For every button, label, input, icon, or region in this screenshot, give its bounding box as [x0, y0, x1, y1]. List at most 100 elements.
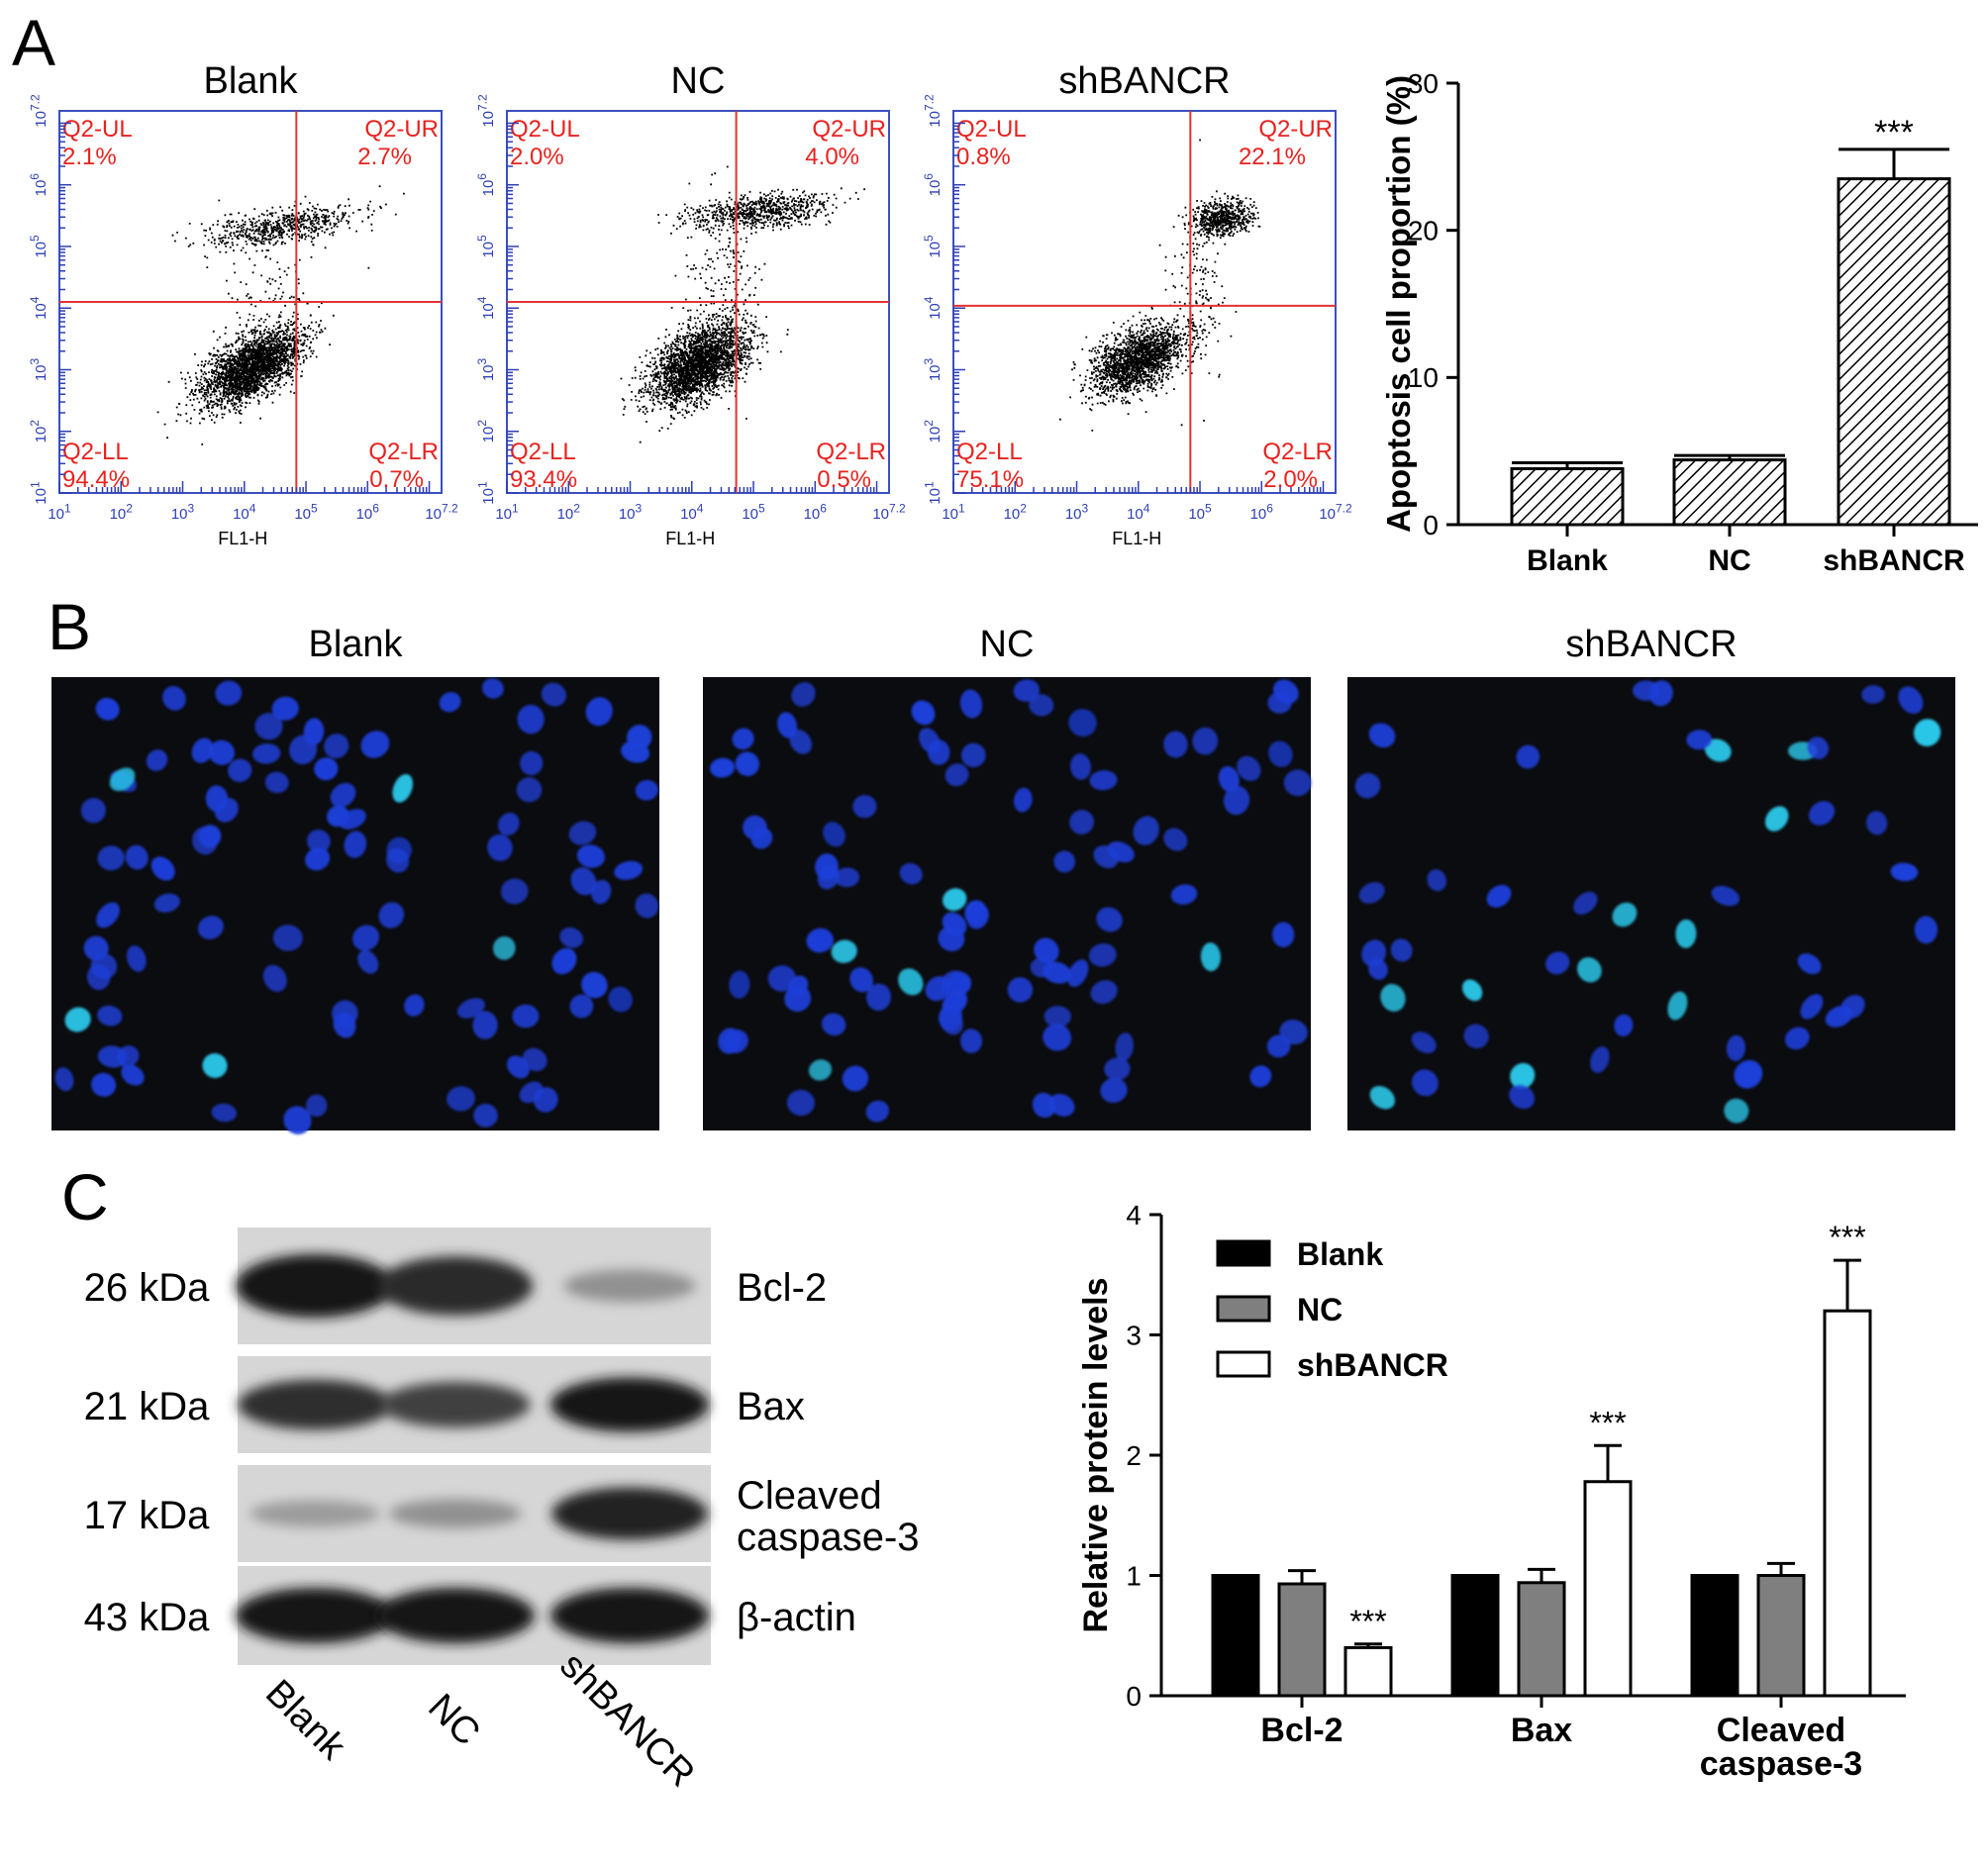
- y-tick-label: 107.2: [475, 94, 497, 128]
- x-tick-label: 105: [294, 501, 318, 523]
- blot-band: [238, 1379, 392, 1430]
- nucleus: [339, 809, 366, 830]
- nucleus: [1667, 991, 1688, 1021]
- nucleus: [944, 763, 969, 787]
- nucleus: [1104, 1057, 1131, 1081]
- blot-row-3: 43 kDa β-actin: [84, 1566, 856, 1665]
- legend-swatch: [1216, 1350, 1271, 1378]
- nucleus: [1800, 994, 1824, 1020]
- x-category-label: NC: [1708, 544, 1750, 577]
- nucleus: [789, 730, 813, 754]
- nucleus: [96, 902, 120, 929]
- blot-row-1: 21 kDa Bax: [84, 1356, 805, 1453]
- bar-Blank-2: [1690, 1574, 1740, 1698]
- y-tick-label: 101: [922, 481, 944, 505]
- blot-band: [550, 1588, 709, 1643]
- nucleus: [808, 1059, 833, 1081]
- quadrant-value-ul: 2.1%: [62, 144, 117, 170]
- y-tick-label: 106: [28, 173, 50, 197]
- y-tick-label: 105: [922, 235, 944, 258]
- nucleus: [1223, 785, 1250, 816]
- micrograph-1: [703, 677, 1312, 1130]
- nucleus: [614, 860, 644, 880]
- micrograph-0: [51, 677, 659, 1134]
- nucleus: [621, 740, 650, 763]
- nucleus: [1390, 938, 1413, 962]
- nucleus: [710, 757, 735, 778]
- nuclei: [710, 679, 1312, 1123]
- nucleus: [1272, 679, 1299, 704]
- nucleus: [1411, 1031, 1437, 1053]
- x-tick-label: 102: [110, 501, 134, 523]
- y-tick-label: 0: [1423, 510, 1439, 540]
- nucleus: [784, 985, 812, 1012]
- quadrant-label-lr: Q2-LR: [816, 439, 886, 465]
- nucleus: [1070, 753, 1091, 780]
- nucleus: [1100, 1077, 1128, 1103]
- nucleus: [1486, 884, 1512, 908]
- flow-event-cloud: [620, 165, 865, 443]
- nuclei: [1354, 680, 1941, 1124]
- y-tick-label: 107.2: [922, 94, 944, 128]
- nucleus: [497, 812, 520, 836]
- nucleus: [97, 1005, 123, 1027]
- y-axis-label: Apoptosis cell proportion (%): [1380, 75, 1417, 533]
- nucleus: [581, 971, 608, 999]
- blot-band: [249, 1500, 380, 1527]
- nucleus: [568, 821, 597, 845]
- nucleus: [1093, 845, 1119, 869]
- blot-band: [551, 1487, 708, 1540]
- nucleus: [1509, 1084, 1536, 1110]
- quadrant-label-ll: Q2-LL: [62, 439, 129, 465]
- x-tick-label: 106: [804, 501, 828, 523]
- protein-label: Bcl-2: [737, 1266, 827, 1310]
- lane-label: Blank: [257, 1672, 354, 1769]
- nucleus: [97, 845, 125, 871]
- nucleus: [333, 1012, 356, 1038]
- bar-NC-0: [1277, 1582, 1327, 1698]
- flow-plot-title: NC: [671, 60, 726, 102]
- y-tick-label: 1: [1126, 1560, 1142, 1591]
- y-tick-label: 104: [28, 296, 50, 320]
- flow-x-axis-label: FL1-H: [1112, 529, 1161, 548]
- nucleus: [1218, 766, 1240, 793]
- nucleus: [208, 739, 235, 765]
- nucleus: [791, 682, 816, 707]
- lane-label: NC: [420, 1686, 488, 1754]
- x-category-label: Bcl-2: [1260, 1712, 1342, 1749]
- nucleus: [54, 1067, 74, 1092]
- bar-NC-2: [1756, 1574, 1806, 1698]
- nucleus: [1675, 919, 1697, 948]
- nucleus: [512, 1004, 540, 1029]
- flow-plot-title: Blank: [203, 60, 298, 102]
- nucleus: [307, 830, 331, 853]
- nucleus: [202, 1053, 228, 1078]
- nucleus: [1096, 907, 1123, 933]
- nucleus: [1648, 680, 1673, 707]
- flow-axis-ticks: [506, 122, 878, 494]
- bar-Blank: [1510, 467, 1625, 527]
- y-tick-label: 107.2: [28, 94, 50, 128]
- nucleus: [283, 1106, 312, 1134]
- micrograph-title: shBANCR: [1565, 624, 1737, 665]
- nucleus: [899, 862, 923, 885]
- blot-band: [389, 1499, 522, 1528]
- nucleus: [1249, 1065, 1272, 1088]
- nucleus: [635, 779, 658, 801]
- nucleus: [1590, 1046, 1610, 1073]
- blot-band: [236, 1254, 394, 1318]
- nucleus: [585, 697, 613, 727]
- nucleus: [1192, 727, 1219, 755]
- x-category-label: Bax: [1511, 1712, 1572, 1749]
- y-tick-label: 103: [922, 357, 944, 381]
- nucleus: [1711, 885, 1740, 907]
- nucleus: [271, 696, 299, 721]
- nucleus: [1043, 1024, 1072, 1051]
- nucleus: [1807, 737, 1830, 759]
- nucleus: [842, 1065, 869, 1092]
- x-tick-label: 102: [1004, 501, 1028, 523]
- nucleus: [551, 947, 577, 975]
- protein-label: caspase-3: [737, 1516, 920, 1559]
- flow-events: [620, 165, 865, 443]
